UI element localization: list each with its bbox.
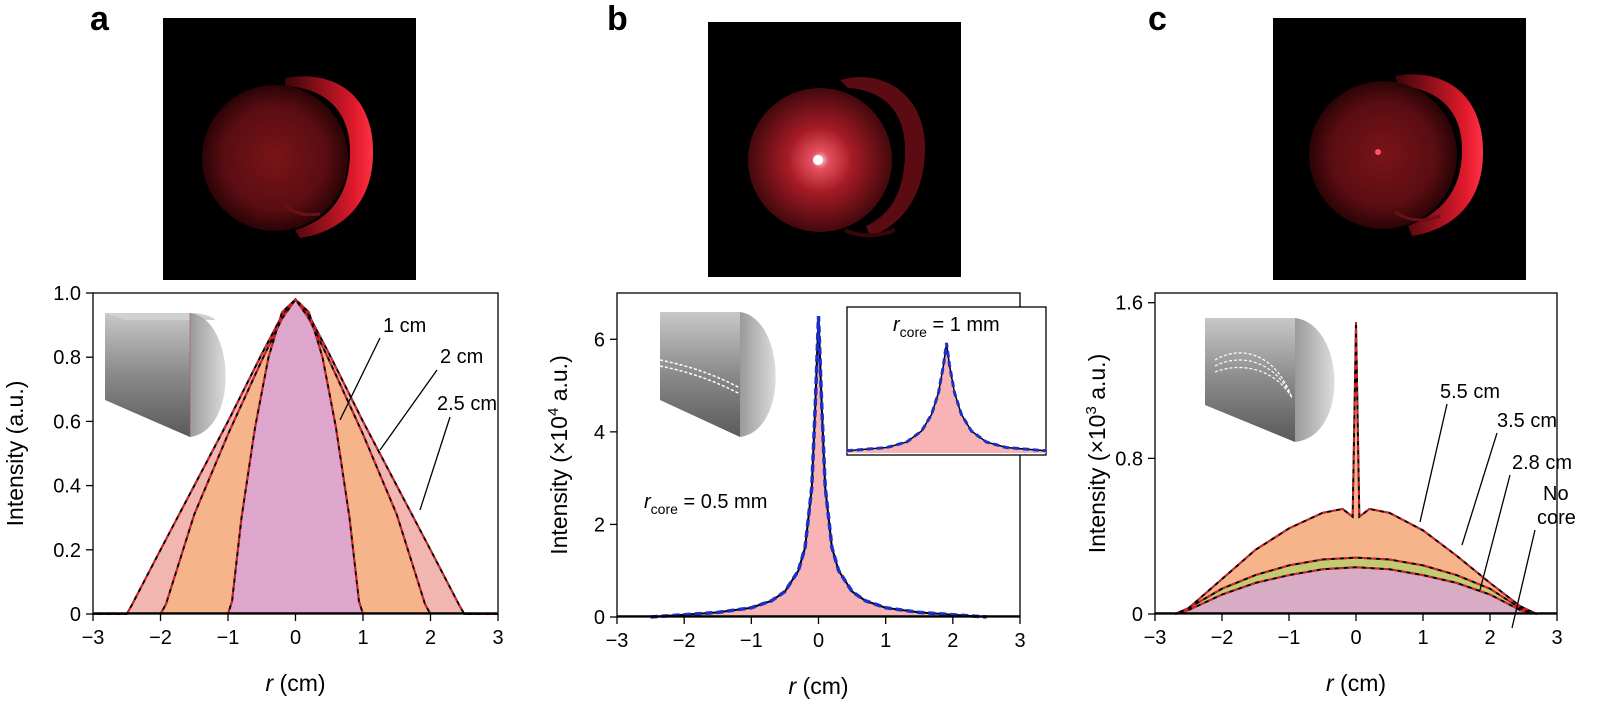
chart-a: −3 −2 −1 0 1 2 3 0 0.2 0.4 0.6 0.8 1.0 r (cm) Intensit…: [2, 283, 504, 696]
annotation-leader: [1479, 474, 1511, 591]
y-axis-label: Intensity (a.u.): [2, 381, 28, 527]
ytick-label: 2: [594, 514, 605, 536]
xtick-label: −2: [149, 627, 172, 649]
xtick-label: −2: [1211, 627, 1234, 649]
area-b-0: [650, 316, 987, 617]
fit-line-a-2: [227, 298, 364, 615]
inset-fit-line: [846, 342, 1047, 453]
xtick-label: 1: [1417, 627, 1428, 649]
xtick-label: 1: [880, 630, 891, 652]
annotation-label: 3.5 cm: [1497, 410, 1557, 432]
ytick-label: 6: [594, 329, 605, 351]
ytick-label: 0.8: [1115, 448, 1143, 470]
annotation-leader: [419, 416, 451, 511]
xtick-label: 2: [1484, 627, 1495, 649]
ytick-label: 1.0: [53, 283, 81, 305]
area-c-2: [1175, 567, 1537, 614]
xtick-label: −1: [217, 627, 240, 649]
photo-a: [163, 18, 416, 280]
ytick-label: 0.2: [53, 540, 81, 562]
photo-c: [1273, 18, 1526, 280]
annotation-leader: [1419, 403, 1448, 523]
annotation-leader: [1511, 529, 1536, 629]
ytick-label: 0: [1132, 604, 1143, 626]
inset-area: [847, 343, 1046, 453]
chart-b: −3 −2 −1 0 1 2 3 0 2 4 6 r (cm) Intensity (×104 a.u.…: [545, 292, 1047, 699]
area-c-0: [1175, 322, 1537, 614]
xtick-label: 2: [425, 627, 436, 649]
xtick-label: 3: [1014, 630, 1025, 652]
annotation-label: 2.8 cm: [1512, 452, 1572, 474]
ytick-label: 0: [594, 607, 605, 629]
ytick-label: 0: [70, 604, 81, 626]
annotation-label: 2.5 cm: [437, 393, 497, 415]
x-axis-label: r (cm): [265, 670, 325, 696]
fit-line-b-0: [650, 316, 987, 619]
y-axis-label: Intensity (×104 a.u.): [545, 355, 572, 554]
xtick-label: −3: [606, 630, 629, 652]
x-axis-label: r (cm): [788, 673, 848, 699]
annotation-label: No: [1543, 483, 1569, 505]
panel-letter-a: a: [90, 0, 110, 38]
panel-letter-b: b: [607, 0, 628, 38]
rcore-label-main: rcore = 0.5 mm: [644, 491, 767, 517]
fit-line-c-0: [1174, 322, 1538, 615]
annotation-label: 5.5 cm: [1440, 381, 1500, 403]
xtick-label: 0: [290, 627, 301, 649]
annotation-label: core: [1537, 507, 1576, 529]
xtick-label: 0: [1350, 627, 1361, 649]
ytick-label: 4: [594, 422, 605, 444]
cylinder-illustration-b: [659, 312, 776, 437]
x-axis-label: r (cm): [1326, 670, 1386, 696]
annotation-label: 2 cm: [440, 346, 483, 368]
xtick-label: −3: [82, 627, 105, 649]
annotation-label: 1 cm: [383, 315, 426, 337]
xtick-label: 3: [492, 627, 503, 649]
y-axis-label: Intensity (×103 a.u.): [1083, 354, 1110, 553]
photo-b: [708, 22, 961, 277]
xtick-label: 1: [357, 627, 368, 649]
cylinder-illustration-c: [1205, 318, 1335, 442]
annotation-leader: [339, 337, 381, 421]
fit-line-c-2: [1174, 566, 1538, 615]
ytick-label: 0.4: [53, 476, 81, 498]
chart-c: −3 −2 −1 0 1 2 3 0 0.8 1.6 r (cm) Intensity (×103 a…: [1083, 292, 1576, 696]
xtick-label: −1: [1278, 627, 1301, 649]
ytick-label: 0.8: [53, 347, 81, 369]
xtick-label: −1: [740, 630, 763, 652]
inset-plot: rcore = 1 mm: [846, 306, 1047, 456]
xtick-label: 0: [813, 630, 824, 652]
rcore-label-inset: rcore = 1 mm: [893, 314, 1000, 340]
area-a-2: [228, 299, 363, 614]
xtick-label: 3: [1551, 627, 1562, 649]
panel-letter-c: c: [1148, 0, 1167, 38]
annotation-leader: [379, 369, 438, 451]
ytick-label: 0.6: [53, 411, 81, 433]
annotation-leader: [1461, 432, 1498, 546]
xtick-label: −3: [1144, 627, 1167, 649]
cylinder-illustration-a: [105, 313, 226, 437]
fit-line-c-1: [1174, 556, 1538, 615]
xtick-label: −2: [673, 630, 696, 652]
xtick-label: 2: [947, 630, 958, 652]
ytick-label: 1.6: [1115, 293, 1143, 315]
